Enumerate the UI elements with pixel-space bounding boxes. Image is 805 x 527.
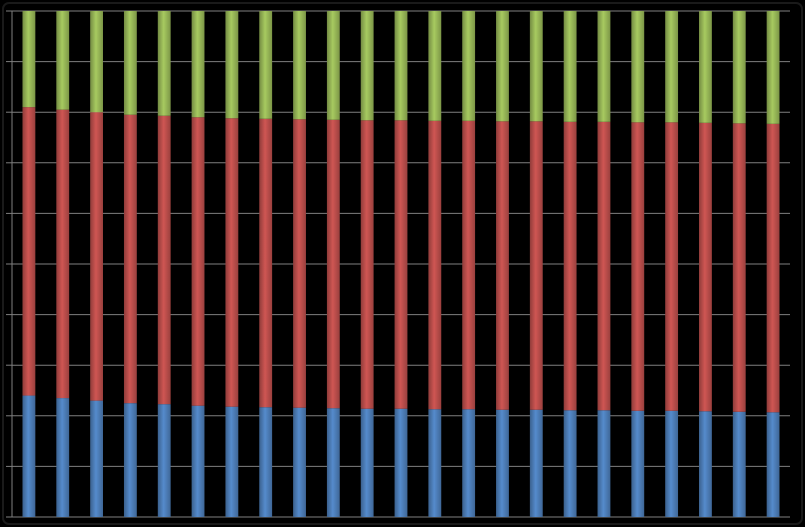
bar-segment-series1-20 [665,410,679,517]
bar-segment-series2-4 [123,114,137,404]
bar-segment-series1-16 [529,409,543,517]
bar-segment-series3-10 [326,11,340,120]
bar-segment-series3-5 [157,11,171,116]
bar-segment-series3-6 [191,11,205,118]
bar-segment-series1-17 [563,410,577,517]
bar-segment-series1-14 [462,409,476,517]
bar-segment-series2-7 [225,118,239,407]
bar-segment-series2-5 [157,115,171,405]
bar-segment-series2-12 [394,120,408,409]
bar-segment-series3-3 [90,11,103,113]
bar-segment-series1-15 [496,409,509,517]
bar-segment-series1-9 [293,407,306,517]
bar-segment-series2-21 [699,122,712,412]
bar-segment-series3-2 [56,11,70,110]
bar-segment-series3-20 [665,11,679,123]
bar-segment-series2-15 [496,121,509,410]
bar-segment-series1-21 [699,411,712,517]
bar-segment-series2-14 [462,120,476,410]
bar-segment-series1-10 [326,408,340,517]
bar-segment-series2-17 [563,121,577,411]
bar-segment-series3-23 [766,11,780,124]
bar-segment-series3-16 [529,11,543,122]
bar-segment-series1-23 [766,412,780,517]
bar-segment-series3-21 [699,11,712,123]
bar-segment-series2-10 [326,119,340,409]
bar-segment-series2-9 [293,119,306,408]
bar-segment-series1-1 [22,395,36,517]
bar-segment-series2-1 [22,107,36,396]
bar-segment-series1-19 [631,410,645,517]
bar-segment-series3-19 [631,11,645,123]
bar-segment-series1-2 [56,398,70,517]
bar-segment-series3-18 [597,11,611,122]
bar-segment-series2-2 [56,109,70,399]
bar-segment-series1-12 [394,408,408,517]
bar-segment-series3-12 [394,11,408,121]
bar-segment-series2-23 [766,123,780,413]
bar-segment-series2-20 [665,122,679,411]
bar-segment-series1-4 [123,403,137,517]
bar-segment-series2-6 [191,117,205,406]
bar-segment-series3-1 [22,11,36,108]
bar-segment-series3-14 [462,11,476,121]
bar-segment-series1-18 [597,410,611,517]
bar-segment-series1-11 [360,408,374,517]
bar-segment-series2-13 [428,120,442,410]
bar-segment-series1-8 [259,407,273,517]
bar-segment-series3-9 [293,11,306,120]
bar-segment-series1-6 [191,405,205,517]
bar-segment-series2-8 [259,118,273,408]
bar-segment-series3-22 [732,11,746,124]
bar-segment-series1-5 [157,404,171,517]
bar-segment-series2-22 [732,123,746,412]
bar-segment-series3-15 [496,11,509,122]
bar-segment-series2-11 [360,120,374,409]
bar-segment-series2-18 [597,121,611,411]
bar-segment-series1-22 [732,411,746,517]
bar-segment-series2-16 [529,121,543,410]
bar-segment-series1-7 [225,406,239,517]
bar-segment-series3-13 [428,11,442,121]
bar-segment-series1-3 [90,400,103,517]
bar-segment-series3-8 [259,11,273,119]
bar-segment-series1-13 [428,409,442,517]
bar-segment-series3-17 [563,11,577,122]
bar-segment-series3-4 [123,11,137,115]
bar-segment-series3-7 [225,11,239,119]
bar-segment-series2-3 [90,112,103,401]
bar-segment-series3-11 [360,11,374,121]
bar-segment-series2-19 [631,122,645,411]
